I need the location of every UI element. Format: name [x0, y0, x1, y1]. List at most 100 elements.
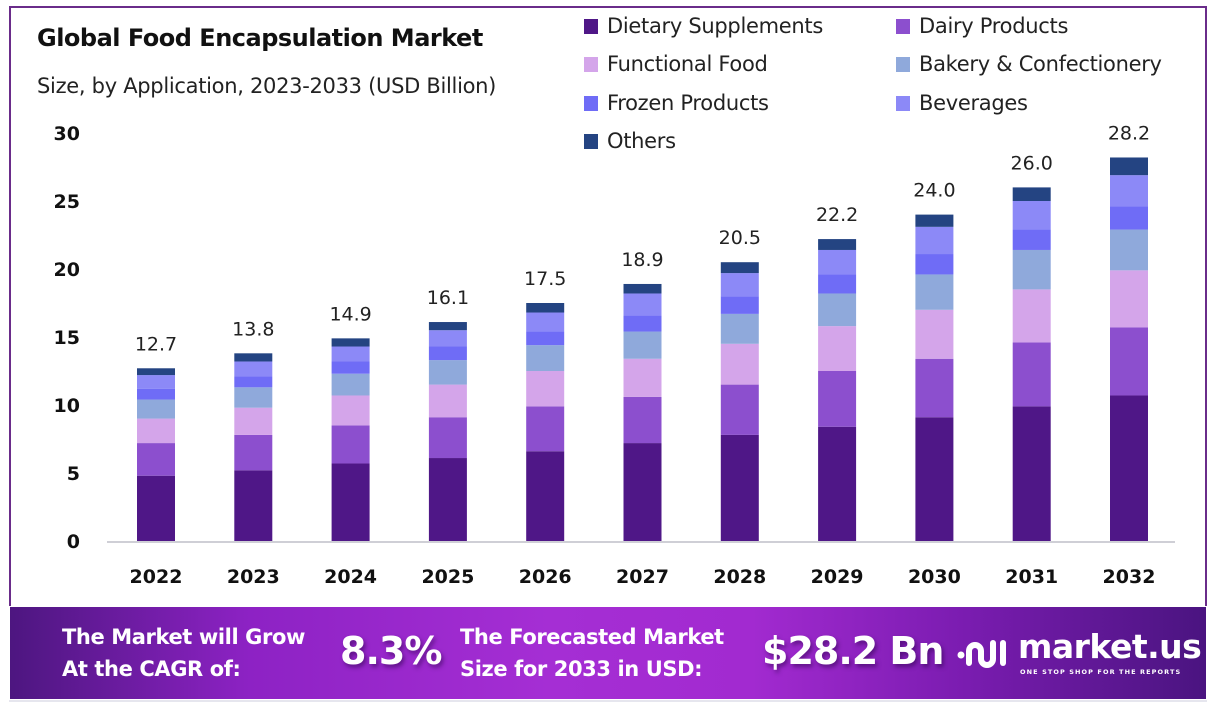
- bar-segment-dairy-products-2030: [915, 358, 954, 418]
- bar-segment-functional-food-2032: [1110, 270, 1148, 328]
- x-tick-label: 2022: [130, 566, 183, 588]
- x-tick-label: 2030: [908, 566, 961, 588]
- bar-segment-functional-food-2030: [915, 309, 954, 359]
- bar-segment-others-2022: [137, 368, 175, 376]
- y-tick-label: 30: [54, 123, 80, 145]
- bar-segment-functional-food-2027: [623, 358, 662, 397]
- legend-item-functional-food: Functional Food: [584, 52, 768, 76]
- bar-total-label: 20.5: [719, 227, 761, 249]
- legend-swatch: [584, 56, 598, 72]
- bar-segment-dairy-products-2032: [1110, 327, 1148, 396]
- legend-label: Dairy Products: [919, 14, 1069, 38]
- bar-segment-others-2032: [1110, 157, 1148, 176]
- bar-segment-bakery-confectionery-2023: [234, 387, 273, 408]
- bar-segment-dairy-products-2024: [331, 425, 370, 464]
- bar-segment-others-2030: [915, 214, 954, 227]
- bar-segment-frozen-products-2023: [234, 376, 273, 388]
- x-tick-label: 2025: [421, 566, 474, 588]
- x-tick-label: 2023: [227, 566, 280, 588]
- legend-label: Frozen Products: [607, 91, 769, 115]
- bar-segment-frozen-products-2022: [137, 388, 175, 400]
- bar-segment-dietary-supplements-2029: [818, 426, 857, 541]
- x-tick-label: 2029: [811, 566, 864, 588]
- bar-segment-frozen-products-2024: [331, 361, 370, 374]
- legend-item-frozen-products: Frozen Products: [584, 91, 769, 115]
- bar-segment-beverages-2023: [234, 361, 273, 377]
- legend-label: Others: [607, 129, 676, 153]
- bar-segment-others-2031: [1012, 187, 1051, 201]
- bar-segment-frozen-products-2032: [1110, 206, 1148, 230]
- y-tick-label: 10: [54, 395, 80, 417]
- bar-segment-bakery-confectionery-2024: [331, 373, 370, 396]
- summary-banner: The Market will Grow At the CAGR of: 8.3…: [10, 607, 1206, 699]
- bar-segment-functional-food-2028: [720, 343, 759, 385]
- forecast-value: $28.2 Bn: [762, 629, 944, 673]
- bar-segment-dietary-supplements-2022: [137, 475, 175, 541]
- y-tick-label: 0: [67, 531, 80, 553]
- legend-label: Dietary Supplements: [607, 14, 823, 38]
- bar-segment-beverages-2025: [428, 330, 467, 347]
- forecast-label-line1: The Forecasted Market: [460, 625, 724, 649]
- y-tick-label: 15: [54, 327, 80, 349]
- bar-segment-bakery-confectionery-2031: [1012, 249, 1051, 290]
- legend-item-others: Others: [584, 129, 676, 153]
- y-tick-label: 20: [54, 259, 80, 281]
- bar-segment-functional-food-2023: [234, 407, 273, 435]
- bar-total-label: 18.9: [621, 249, 663, 271]
- bar-segment-dairy-products-2029: [818, 371, 857, 427]
- bar-segment-dairy-products-2028: [720, 384, 759, 435]
- bar-total-label: 28.2: [1108, 122, 1150, 144]
- legend-swatch: [584, 18, 598, 34]
- bar-segment-beverages-2022: [137, 375, 175, 389]
- bar-segment-frozen-products-2029: [818, 274, 857, 294]
- bar-segment-bakery-confectionery-2026: [526, 345, 565, 371]
- bar-segment-beverages-2031: [1012, 201, 1051, 230]
- legend-swatch: [896, 18, 910, 34]
- brand-tagline: ONE STOP SHOP FOR THE REPORTS: [1020, 668, 1182, 676]
- legend-item-beverages: Beverages: [896, 91, 1028, 115]
- x-tick-label: 2028: [713, 566, 766, 588]
- bar-segment-bakery-confectionery-2025: [428, 360, 467, 385]
- x-tick-label: 2024: [324, 566, 377, 588]
- bar-segment-frozen-products-2026: [526, 331, 565, 346]
- bar-segment-others-2025: [428, 322, 467, 331]
- bar-segment-dairy-products-2031: [1012, 342, 1051, 407]
- bar-segment-functional-food-2031: [1012, 289, 1051, 343]
- chart-subtitle: Size, by Application, 2023-2033 (USD Bil…: [37, 74, 497, 98]
- bar-segment-dietary-supplements-2030: [915, 417, 954, 541]
- stacked-bar-chart: 05101520253012.7202213.8202314.9202416.1…: [54, 122, 1175, 588]
- bar-segment-functional-food-2025: [428, 384, 467, 418]
- bar-segment-dairy-products-2027: [623, 396, 662, 444]
- bar-segment-dietary-supplements-2024: [331, 463, 370, 541]
- bar-total-label: 13.8: [232, 318, 274, 340]
- bar-segment-dietary-supplements-2027: [623, 443, 662, 541]
- cagr-label-line1: The Market will Grow: [62, 625, 305, 649]
- bar-total-label: 16.1: [427, 287, 469, 309]
- cagr-label-line2: At the CAGR of:: [62, 657, 241, 681]
- y-tick-label: 25: [54, 191, 80, 213]
- bar-segment-bakery-confectionery-2027: [623, 331, 662, 359]
- bar-segment-others-2028: [720, 262, 759, 274]
- x-tick-label: 2027: [616, 566, 669, 588]
- bar-segment-dietary-supplements-2028: [720, 434, 759, 541]
- bar-segment-dairy-products-2022: [137, 443, 175, 476]
- bar-segment-frozen-products-2028: [720, 296, 759, 314]
- chart-frame: [9, 6, 1207, 606]
- bar-segment-beverages-2028: [720, 273, 759, 297]
- bar-segment-dairy-products-2026: [526, 406, 565, 452]
- bar-segment-dietary-supplements-2023: [234, 470, 273, 541]
- bar-segment-dietary-supplements-2031: [1012, 406, 1051, 541]
- y-tick-label: 5: [67, 463, 80, 485]
- bar-segment-frozen-products-2027: [623, 315, 662, 332]
- brand-name: market.us: [1018, 627, 1202, 666]
- legend-swatch: [584, 95, 598, 111]
- market-us-logo-icon: [957, 640, 1006, 668]
- bar-total-label: 24.0: [913, 180, 955, 202]
- forecast-label: The Forecasted Market Size for 2033 in U…: [460, 621, 724, 685]
- bar-segment-frozen-products-2031: [1012, 229, 1051, 250]
- bar-segment-beverages-2032: [1110, 175, 1148, 207]
- legend-swatch: [584, 133, 598, 149]
- bar-total-label: 22.2: [816, 204, 858, 226]
- bar-segment-bakery-confectionery-2030: [915, 274, 954, 310]
- legend-item-dietary-supplements: Dietary Supplements: [584, 14, 823, 38]
